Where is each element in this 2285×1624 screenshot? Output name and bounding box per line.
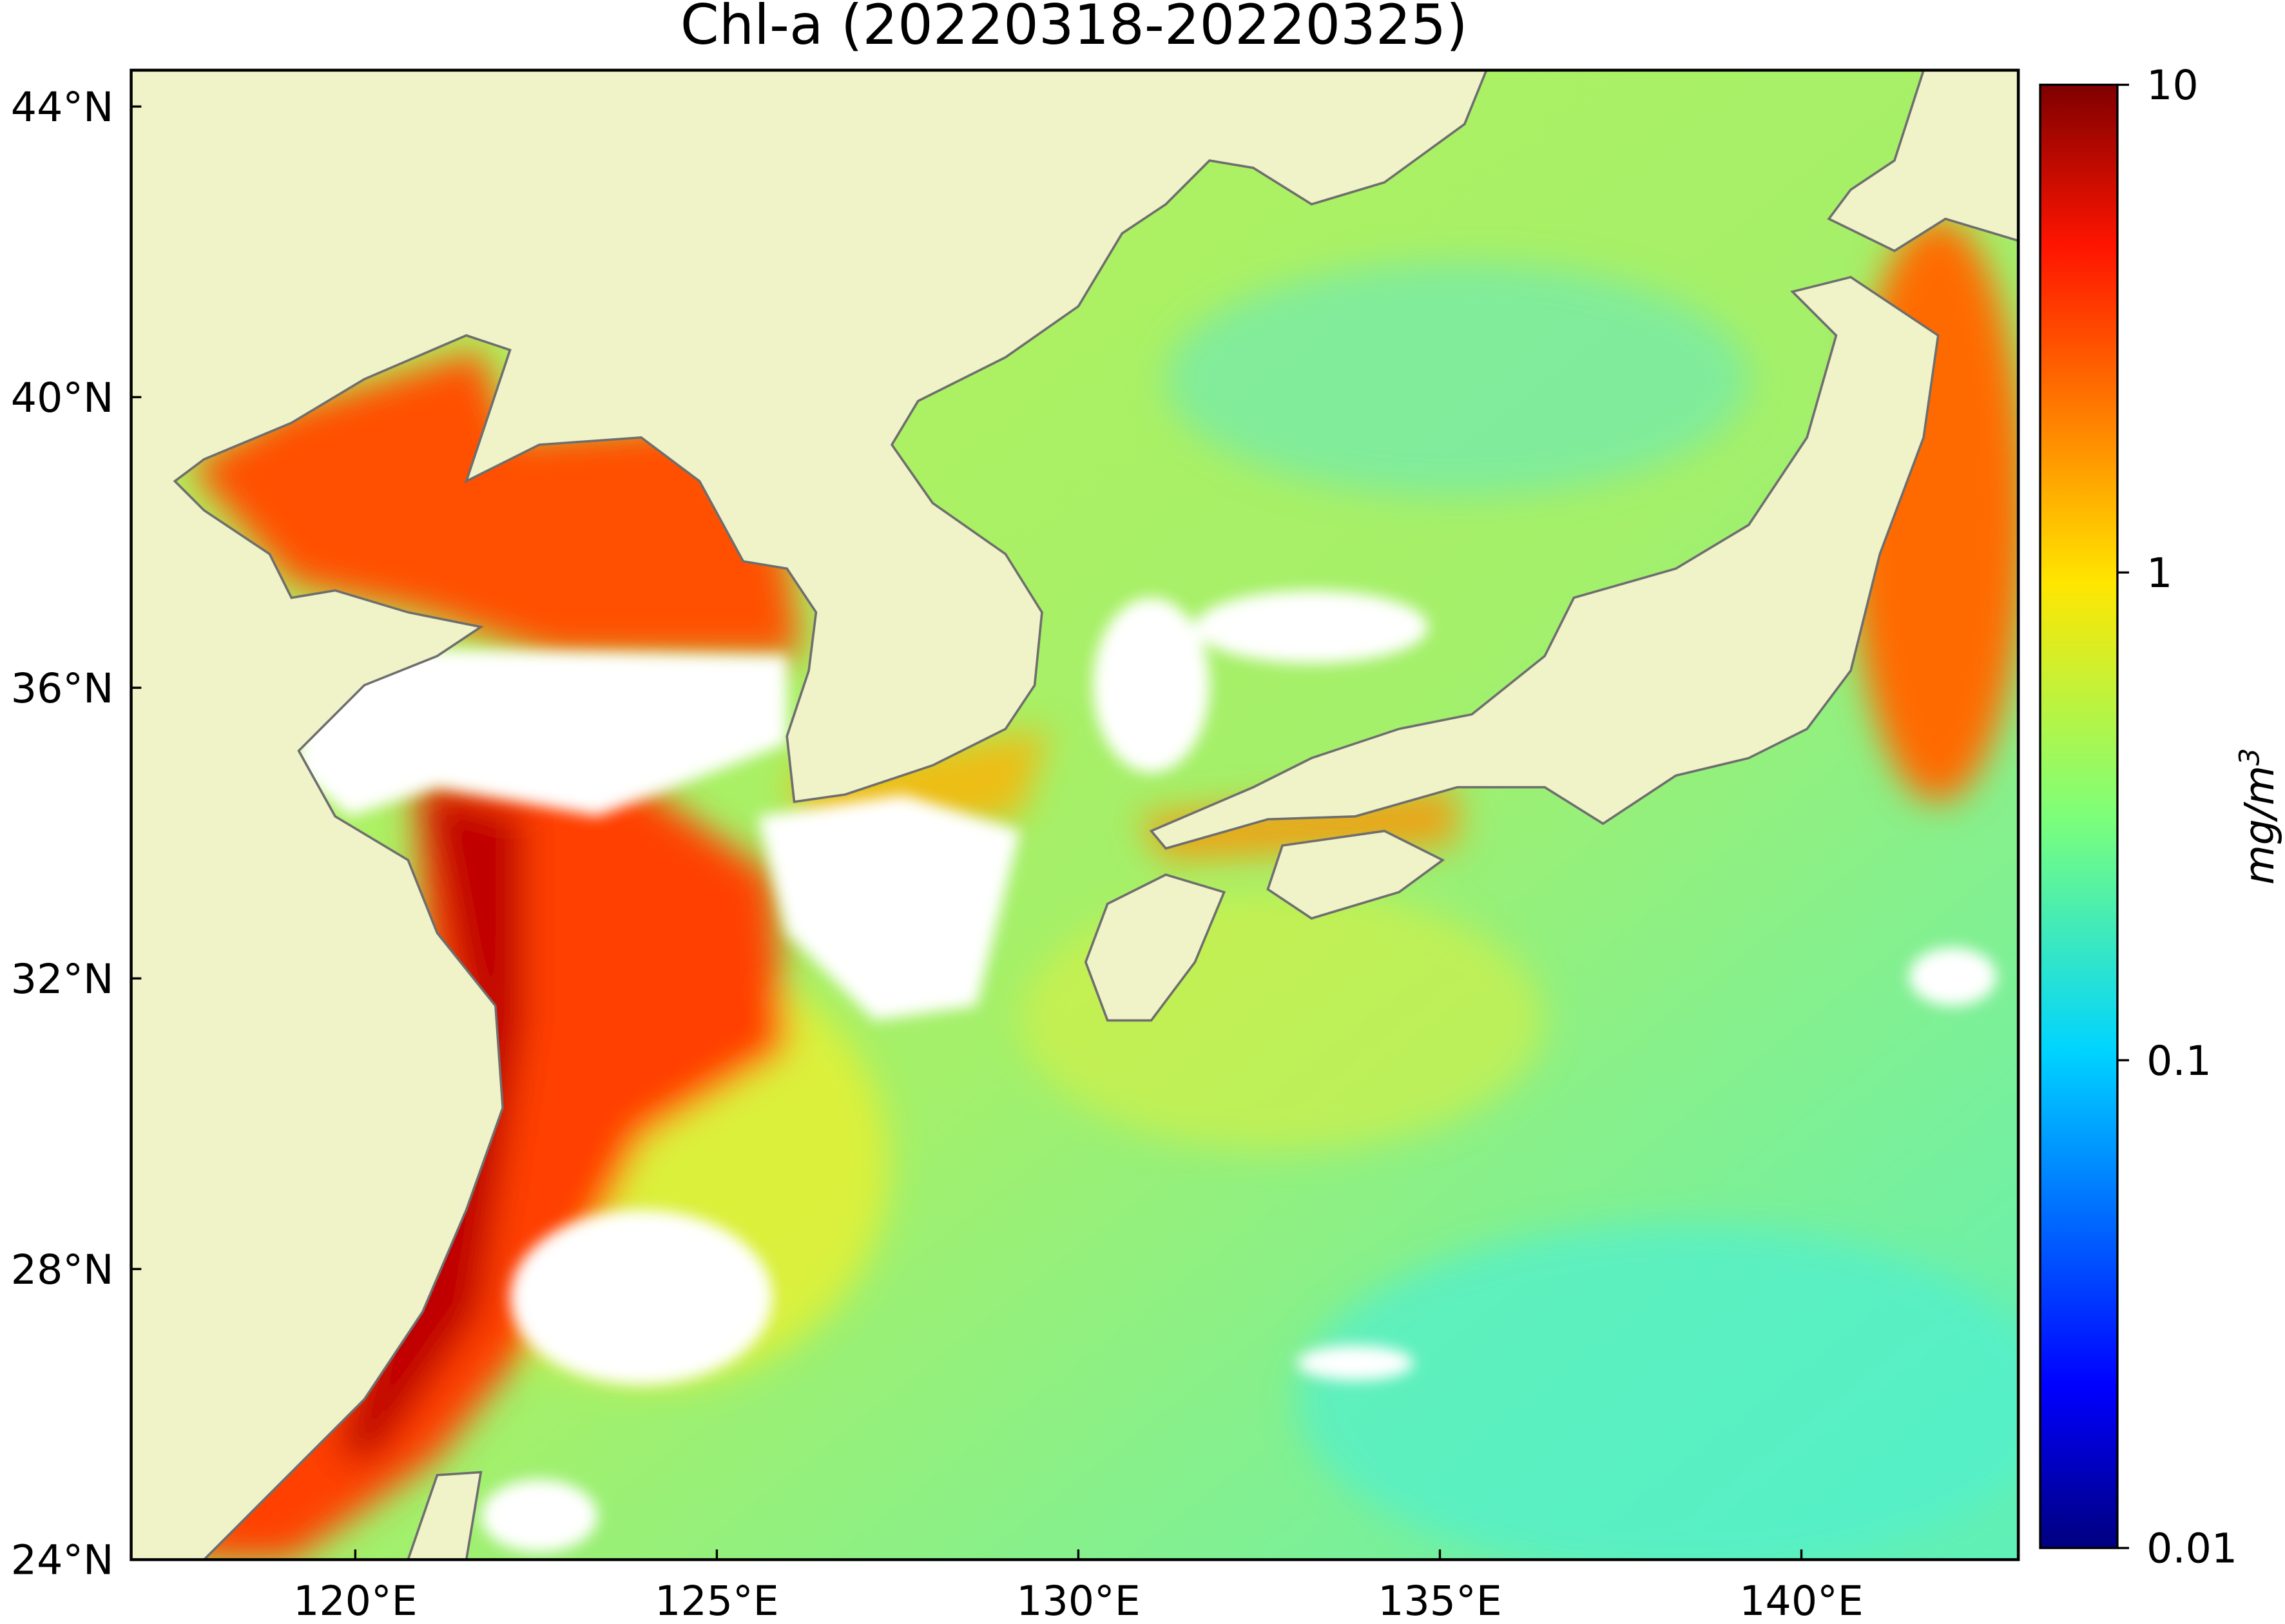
lat-tick-label: 40°N — [11, 374, 114, 421]
colorbar-unit-exponent: 3 — [2233, 748, 2266, 766]
lon-tick-label: 120°E — [293, 1577, 418, 1624]
colorbar-tick-label: 0.1 — [2146, 1037, 2212, 1085]
lon-tick-label: 140°E — [1739, 1577, 1864, 1624]
colorbar — [2039, 83, 2119, 1549]
lon-tick-label: 135°E — [1378, 1577, 1502, 1624]
land-taiwan — [407, 1471, 483, 1560]
map-title: Chl-a (20220318-20220325) — [680, 0, 1468, 57]
lat-tick-label: 24°N — [11, 1536, 114, 1584]
lon-tick-label: 130°E — [1016, 1577, 1141, 1624]
lat-tick-label: 32°N — [11, 955, 114, 1003]
lat-tick-label: 36°N — [11, 664, 114, 712]
colorbar-tick-label: 0.01 — [2146, 1525, 2237, 1572]
land-hokkaido — [1827, 70, 2019, 253]
lat-tick-label: 44°N — [11, 83, 114, 131]
land-kyushu — [1084, 873, 1226, 1022]
land-shikoku — [1266, 829, 1445, 920]
colorbar-unit: mg/m — [2235, 766, 2283, 885]
land-mainland — [131, 70, 1488, 1560]
colorbar-tick-label: 1 — [2146, 549, 2172, 597]
colorbar-label: mg/m3 — [2233, 748, 2283, 885]
lon-tick-label: 125°E — [655, 1577, 779, 1624]
map-frame — [130, 68, 2020, 1561]
clouds — [298, 590, 1997, 1552]
map-area — [131, 70, 2019, 1560]
land-honshu — [1149, 276, 1940, 850]
lat-tick-label: 28°N — [11, 1246, 114, 1293]
colorbar-tick-label: 10 — [2146, 61, 2199, 109]
